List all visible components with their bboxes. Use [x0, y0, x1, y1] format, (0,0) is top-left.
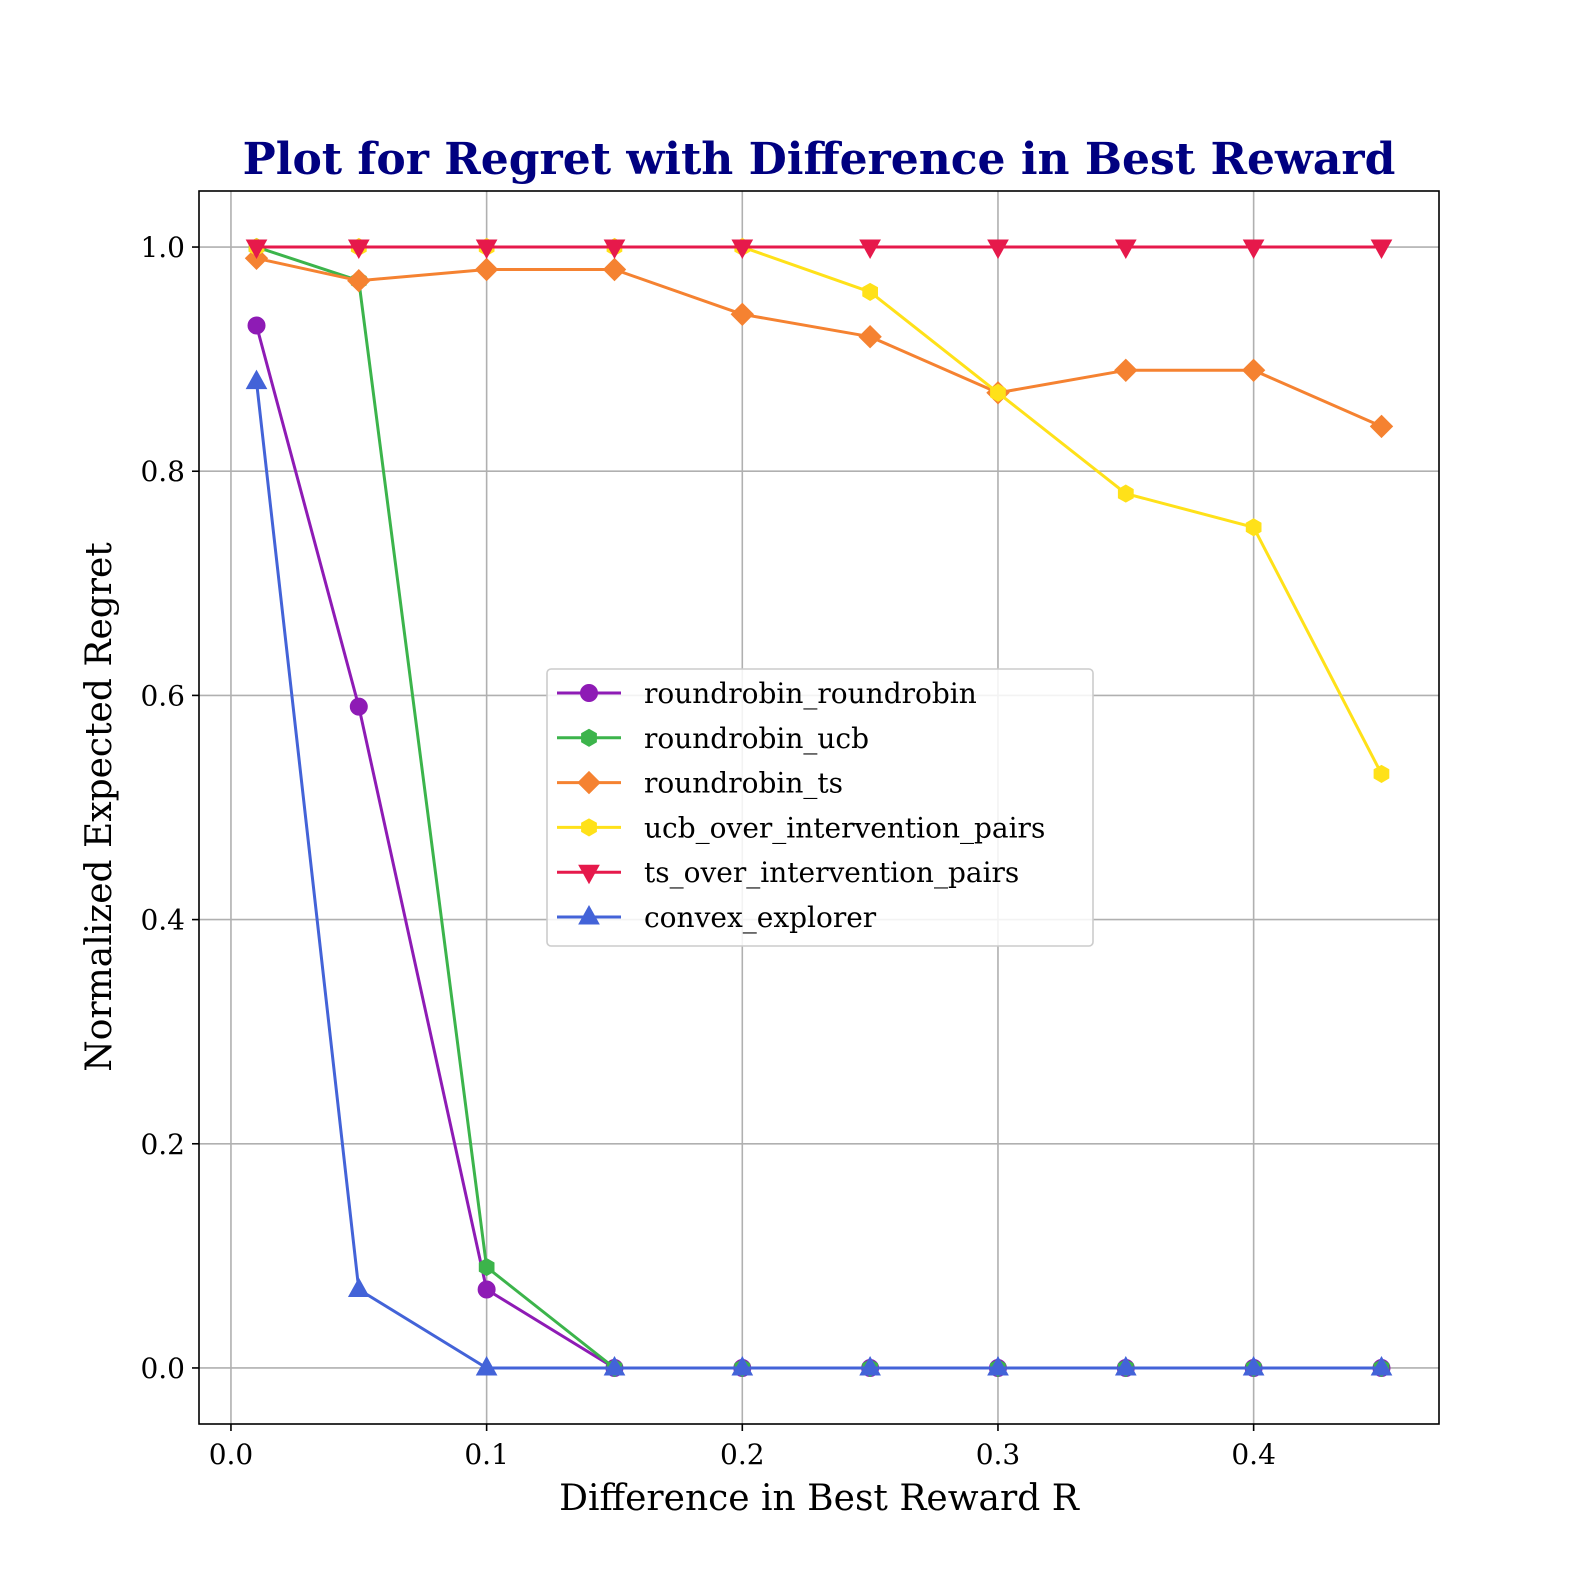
- data-point: [1114, 1355, 1137, 1376]
- data-point: [603, 1355, 626, 1376]
- y-tick-label: 0.4: [140, 904, 185, 937]
- legend-entry: roundrobin_ts: [557, 767, 843, 800]
- legend-label: convex_explorer: [644, 901, 877, 934]
- legend-marker: [578, 904, 600, 925]
- data-point: [349, 697, 368, 716]
- data-point: [731, 1355, 754, 1376]
- legend-label: roundrobin_ucb: [644, 722, 869, 755]
- legend-entry: roundrobin_roundrobin: [557, 677, 977, 710]
- x-axis-label: Difference in Best Reward R: [559, 1478, 1080, 1519]
- data-point: [602, 257, 627, 282]
- legend-label: roundrobin_roundrobin: [644, 677, 977, 710]
- data-point: [862, 282, 878, 301]
- y-tick-label: 0.6: [140, 679, 185, 712]
- y-tick-label: 0.2: [140, 1128, 185, 1161]
- data-point: [858, 324, 882, 349]
- data-point: [477, 1280, 496, 1299]
- plot-frame: [198, 190, 1440, 1425]
- legend-entry: convex_explorer: [557, 901, 877, 934]
- x-tick-label: 0.2: [720, 1438, 765, 1471]
- y-tick-label: 0.0: [140, 1352, 185, 1385]
- series-ts_over_intervention_pairs: [245, 239, 1393, 260]
- data-point: [730, 302, 755, 327]
- data-point: [475, 1355, 498, 1376]
- legend-entry: roundrobin_ucb: [557, 722, 869, 755]
- x-tick-label: 0.1: [464, 1438, 509, 1471]
- data-point: [347, 1277, 370, 1297]
- data-point: [1241, 358, 1266, 383]
- data-point: [475, 239, 498, 260]
- data-point: [731, 239, 754, 260]
- legend-marker: [581, 728, 597, 747]
- data-point: [247, 316, 266, 335]
- y-axis-label: Normalized Expected Regret: [79, 542, 120, 1072]
- legend-marker: [577, 770, 601, 795]
- x-tick-label: 0.0: [209, 1438, 254, 1471]
- data-point: [347, 268, 371, 293]
- y-ticks: 0.0 0.2 0.4 0.6 0.8 1.0: [140, 231, 199, 1385]
- x-ticks: 0.0 0.1 0.2 0.3 0.4: [209, 1424, 1276, 1471]
- series-line: [255, 381, 1382, 1370]
- data-point: [1373, 764, 1390, 783]
- series-convex_explorer: [245, 369, 1393, 1376]
- data-point: [1117, 484, 1134, 503]
- data-point: [987, 239, 1009, 260]
- data-point: [1242, 239, 1265, 260]
- data-point: [1245, 518, 1262, 537]
- data-point: [1370, 239, 1393, 260]
- legend-marker: [578, 864, 600, 885]
- data-point: [603, 239, 626, 260]
- data-point: [990, 383, 1006, 402]
- data-point: [245, 239, 268, 260]
- data-point: [347, 239, 370, 260]
- data-point: [474, 257, 499, 282]
- data-point: [859, 1355, 881, 1376]
- data-point: [1242, 1355, 1265, 1376]
- series-line: [256, 256, 1383, 428]
- y-tick-label: 1.0: [140, 231, 185, 264]
- legend-entry: ts_over_intervention_pairs: [557, 856, 1019, 889]
- series-layer: [244, 237, 1394, 1378]
- x-tick-label: 0.4: [1231, 1438, 1276, 1471]
- data-point: [1114, 358, 1138, 383]
- chart-title: Plot for Regret with Difference in Best …: [243, 134, 1396, 185]
- data-point: [1114, 239, 1137, 260]
- legend-label: ucb_over_intervention_pairs: [644, 811, 1045, 844]
- legend-label: ts_over_intervention_pairs: [644, 856, 1019, 889]
- data-point: [987, 1355, 1009, 1376]
- data-point: [478, 1258, 495, 1277]
- legend-label: roundrobin_ts: [644, 767, 843, 800]
- data-point: [1370, 1355, 1393, 1376]
- legend-marker: [581, 818, 597, 837]
- legend-marker: [580, 684, 598, 702]
- x-tick-label: 0.3: [976, 1438, 1021, 1471]
- y-tick-label: 0.8: [140, 455, 185, 488]
- data-point: [1369, 414, 1394, 439]
- legend-frame: [546, 668, 1094, 947]
- data-point: [245, 369, 268, 390]
- data-point: [859, 239, 881, 260]
- legend: roundrobin_roundrobin roundrobin_ucbround…: [546, 668, 1094, 947]
- legend-entry: ucb_over_intervention_pairs: [557, 811, 1045, 844]
